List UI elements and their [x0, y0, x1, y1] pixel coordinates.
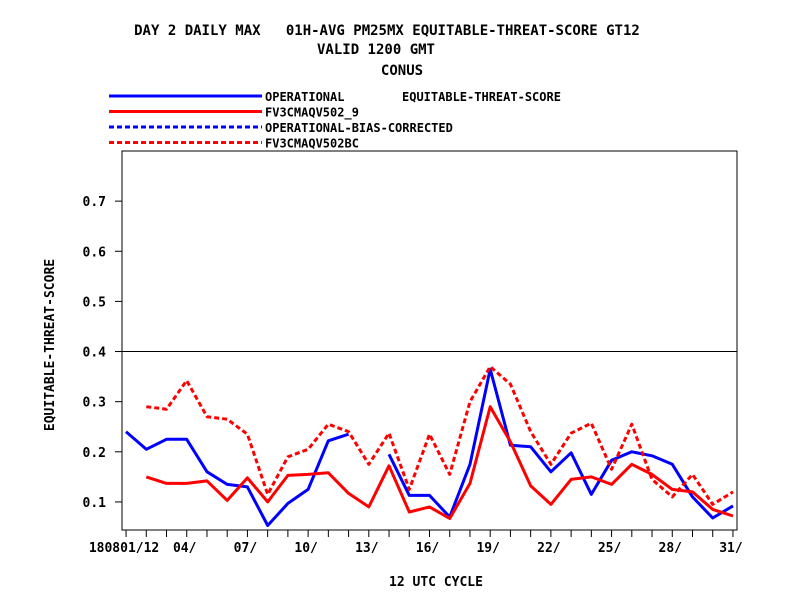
x-tick-label: 31/ [719, 541, 743, 556]
x-tick-label: 25/ [598, 541, 622, 556]
y-tick-label: 0.6 [83, 245, 107, 260]
series-line-1-seg-0 [145, 405, 734, 520]
x-tick-label: 19/ [476, 541, 500, 556]
x-tick-label: 22/ [537, 541, 561, 556]
x-tick-label: 10/ [294, 541, 318, 556]
x-tick-label: 07/ [234, 541, 258, 556]
chart-titles: DAY 2 DAILY MAX 01H-AVG PM25MX EQUITABLE… [134, 23, 640, 79]
chart-title-line-3: CONUS [381, 63, 423, 79]
chart-title-line-2: VALID 1200 GMT [317, 42, 435, 58]
y-axis-label: EQUITABLE-THREAT-SCORE [43, 259, 58, 431]
y-axis: 0.1 0.2 0.3 0.4 0.5 0.6 0.7 [83, 195, 122, 511]
series-lines [125, 365, 734, 527]
x-tick-label: 28/ [659, 541, 683, 556]
y-tick-label: 0.3 [83, 396, 106, 411]
legend-entry-label: FV3CMAQV502BC [265, 137, 359, 151]
legend-entry-label: FV3CMAQV502_9 [265, 106, 359, 121]
x-tick-label: 13/ [355, 541, 379, 556]
series-line-3-seg-0 [146, 365, 734, 506]
y-tick-label: 0.1 [83, 496, 107, 511]
legend-entry-label: OPERATIONAL [265, 90, 344, 104]
chart-title-line-1: DAY 2 DAILY MAX 01H-AVG PM25MX EQUITABLE… [134, 23, 640, 39]
x-tick-label: 04/ [173, 541, 197, 556]
y-tick-label: 0.2 [83, 446, 106, 461]
chart-legend: EQUITABLE-THREAT-SCORE OPERATIONAL FV3CMA… [109, 90, 561, 151]
y-tick-label: 0.5 [83, 295, 106, 310]
series-line-0-seg-0 [125, 430, 350, 527]
x-tick-label: 16/ [416, 541, 440, 556]
x-axis: 180801/12 04/07/10/13/16/19/22/25/28/31/ [89, 530, 743, 556]
y-tick-label: 0.4 [83, 346, 107, 361]
x-tick-label: 180801/12 [89, 541, 159, 556]
legend-entry-label: OPERATIONAL-BIAS-CORRECTED [265, 121, 453, 135]
legend-title: EQUITABLE-THREAT-SCORE [402, 90, 561, 104]
series-line-0-seg-1 [387, 367, 734, 520]
x-axis-label: 12 UTC CYCLE [389, 575, 483, 590]
y-tick-label: 0.7 [83, 195, 106, 210]
plot-frame [121, 150, 738, 531]
